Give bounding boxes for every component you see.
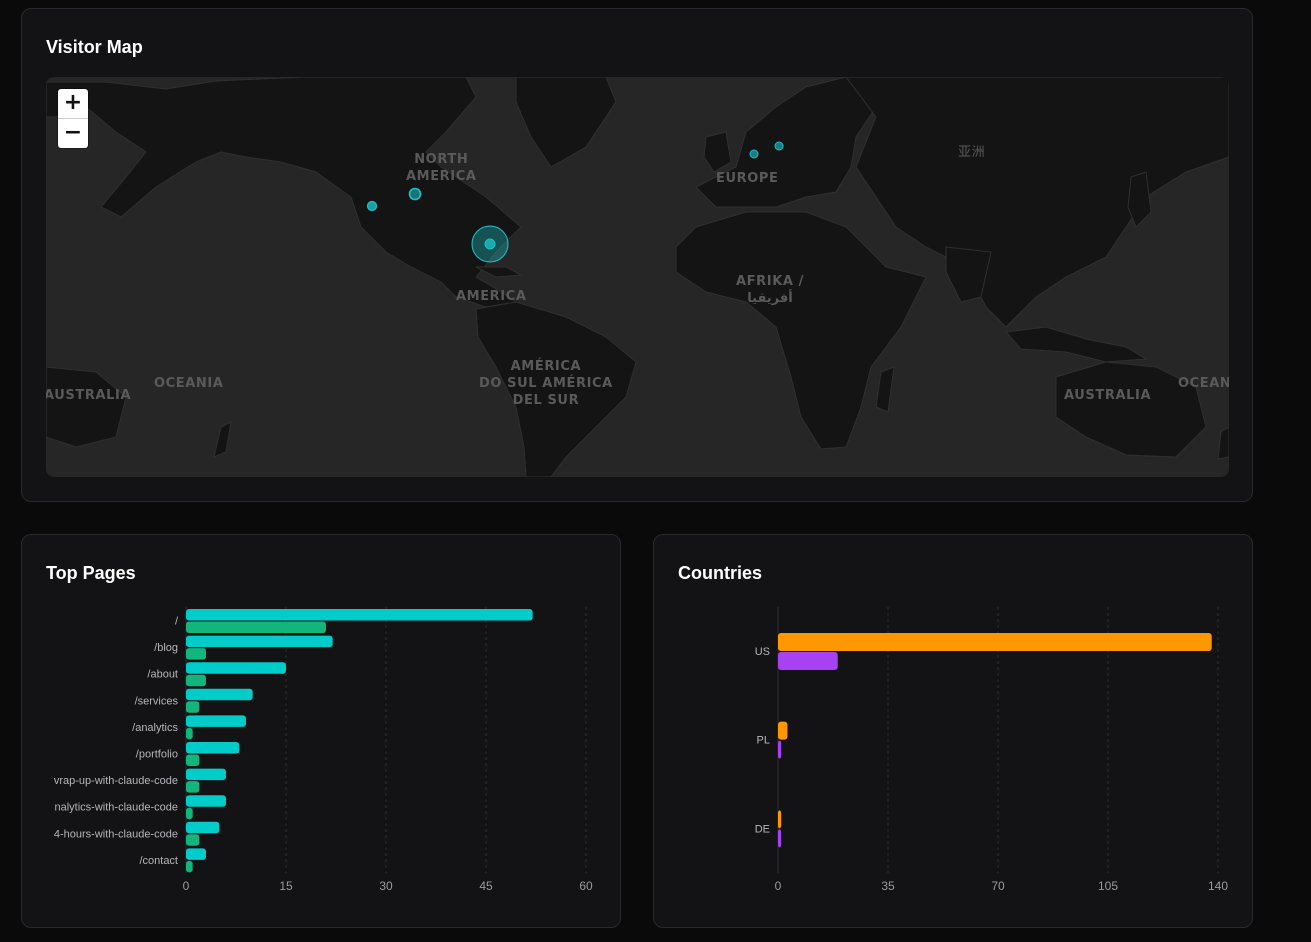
x-tick-label: 105 [1098,879,1118,893]
landmass-australia [1055,361,1207,458]
bar-series-0[interactable] [186,768,226,781]
region-label-australia-right: AUSTRALIA [1064,388,1152,403]
landmass-india [945,246,992,303]
region-label-text: AFRIKA / أفريقيا [736,274,804,306]
category-label: /analytics [132,722,178,734]
bar-series-1[interactable] [186,807,193,820]
bar-series-0[interactable] [186,688,253,701]
category-label: PL [757,735,770,747]
region-label-america: AMERICA [456,289,527,304]
bar-series-0[interactable] [186,821,220,834]
landmass-madagascar [875,366,895,413]
bar-series-0[interactable] [778,810,782,829]
landmass-cuba [475,266,523,278]
landmass-africa [675,211,927,450]
landmass-australia-wrap [46,366,127,448]
x-tick-label: 0 [775,879,782,893]
visitor-marker-small [366,200,378,212]
category-label: /contact [139,855,178,867]
region-label-oceania: OCEANIA [154,376,224,391]
visitor-map-title: Visitor Map [46,37,143,57]
x-tick-label: 140 [1208,879,1228,893]
bar-series-1[interactable] [186,701,200,713]
region-label-text: AMÉRICA DO SUL AMÉRICA DEL SUR [479,359,613,408]
bar-series-1[interactable] [186,727,193,740]
landmass-japan [1127,171,1152,228]
bar-series-0[interactable] [186,848,206,860]
visitor-marker-small [408,187,422,201]
bar-series-0[interactable] [186,742,240,754]
visitor-marker-large [484,238,496,250]
bar-series-0[interactable] [186,635,333,648]
x-tick-label: 35 [881,879,895,893]
x-tick-label: 0 [183,879,190,893]
countries-title: Countries [678,563,763,583]
bar-series-0[interactable] [186,609,533,621]
landmass-asia [845,77,1229,328]
region-label-text: NORTH AMERICA [406,152,477,184]
category-label: /about [147,669,178,681]
bar-series-0[interactable] [186,662,286,674]
landmass-new-zealand [213,421,232,458]
x-tick-label: 45 [479,879,493,893]
landmass-uk [703,131,732,173]
bar-series-1[interactable] [186,860,193,873]
landmass-north-america [46,77,522,308]
x-tick-label: 15 [279,879,293,893]
bar-series-1[interactable] [778,740,782,759]
landmass-europe [695,77,877,208]
category-label: / [175,616,179,628]
top-pages-chart: 0 15 30 45 60 / /blog/about/services/analytics… [54,607,593,893]
bar-series-1[interactable] [186,754,200,767]
region-label-south-america: AMÉRICA DO SUL AMÉRICA DEL SUR [479,358,613,409]
zoom-out-button[interactable]: − [58,118,88,148]
bar-series-0[interactable] [186,795,226,807]
visitor-marker-small [774,141,784,151]
visitor-map-card: Visitor Map [21,8,1253,502]
bar-series-1[interactable] [186,674,206,687]
region-label-australia: AUSTRALIA [46,388,132,403]
category-label: /blog [154,642,178,654]
bar-series-1[interactable] [778,652,838,670]
bar-series-1[interactable] [186,621,326,634]
region-label-africa: AFRIKA / أفريقيا [736,273,804,307]
bar-series-0[interactable] [186,715,246,727]
bar-series-1[interactable] [186,781,200,793]
bar-series-0[interactable] [778,633,1212,651]
landmass-new-zealand-right [1217,426,1229,460]
zoom-control: + − [58,89,88,148]
region-label-oceania-right: OCEAN [1178,376,1229,391]
bar-series-1[interactable] [186,648,206,660]
landmass-south-america [475,301,637,477]
region-label-asia: 亚洲 [958,145,986,160]
category-label: nalytics-with-claude-code [55,802,179,814]
category-label: 4-hours-with-claude-code [54,828,178,840]
countries-chart: 0 35 70 105 140 US PL DE [755,607,1228,893]
zoom-in-button[interactable]: + [63,90,83,115]
x-tick-label: 60 [579,879,593,893]
countries-card: Countries 0 35 70 105 140 US PL DE [653,534,1253,928]
landmass-indonesia [1004,326,1148,363]
world-map[interactable]: NORTH AMERICA EUROPE 亚洲 AFRIKA / أفريقيا… [46,77,1229,477]
top-pages-card: Top Pages 0 15 30 45 60 / /blog/about/services… [21,534,621,928]
x-tick-label: 30 [379,879,393,893]
landmass-greenland [515,77,617,168]
region-label-europe: EUROPE [716,171,779,186]
top-pages-title: Top Pages [46,563,136,583]
category-label: /portfolio [136,749,178,761]
bar-series-1[interactable] [778,829,782,848]
x-tick-label: 70 [991,879,1005,893]
category-label: US [755,646,770,658]
region-label-north-america: NORTH AMERICA [406,151,477,185]
bar-series-1[interactable] [186,834,200,846]
bar-series-0[interactable] [778,721,788,740]
category-label: /services [135,695,179,707]
world-map-basemap [46,77,1229,477]
visitor-marker-small [749,149,759,159]
category-label: vrap-up-with-claude-code [54,775,178,787]
category-label: DE [755,823,770,835]
